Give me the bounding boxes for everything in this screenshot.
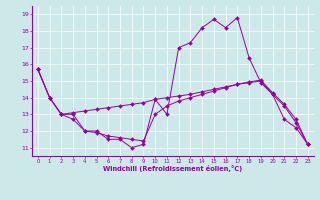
X-axis label: Windchill (Refroidissement éolien,°C): Windchill (Refroidissement éolien,°C) [103,165,243,172]
